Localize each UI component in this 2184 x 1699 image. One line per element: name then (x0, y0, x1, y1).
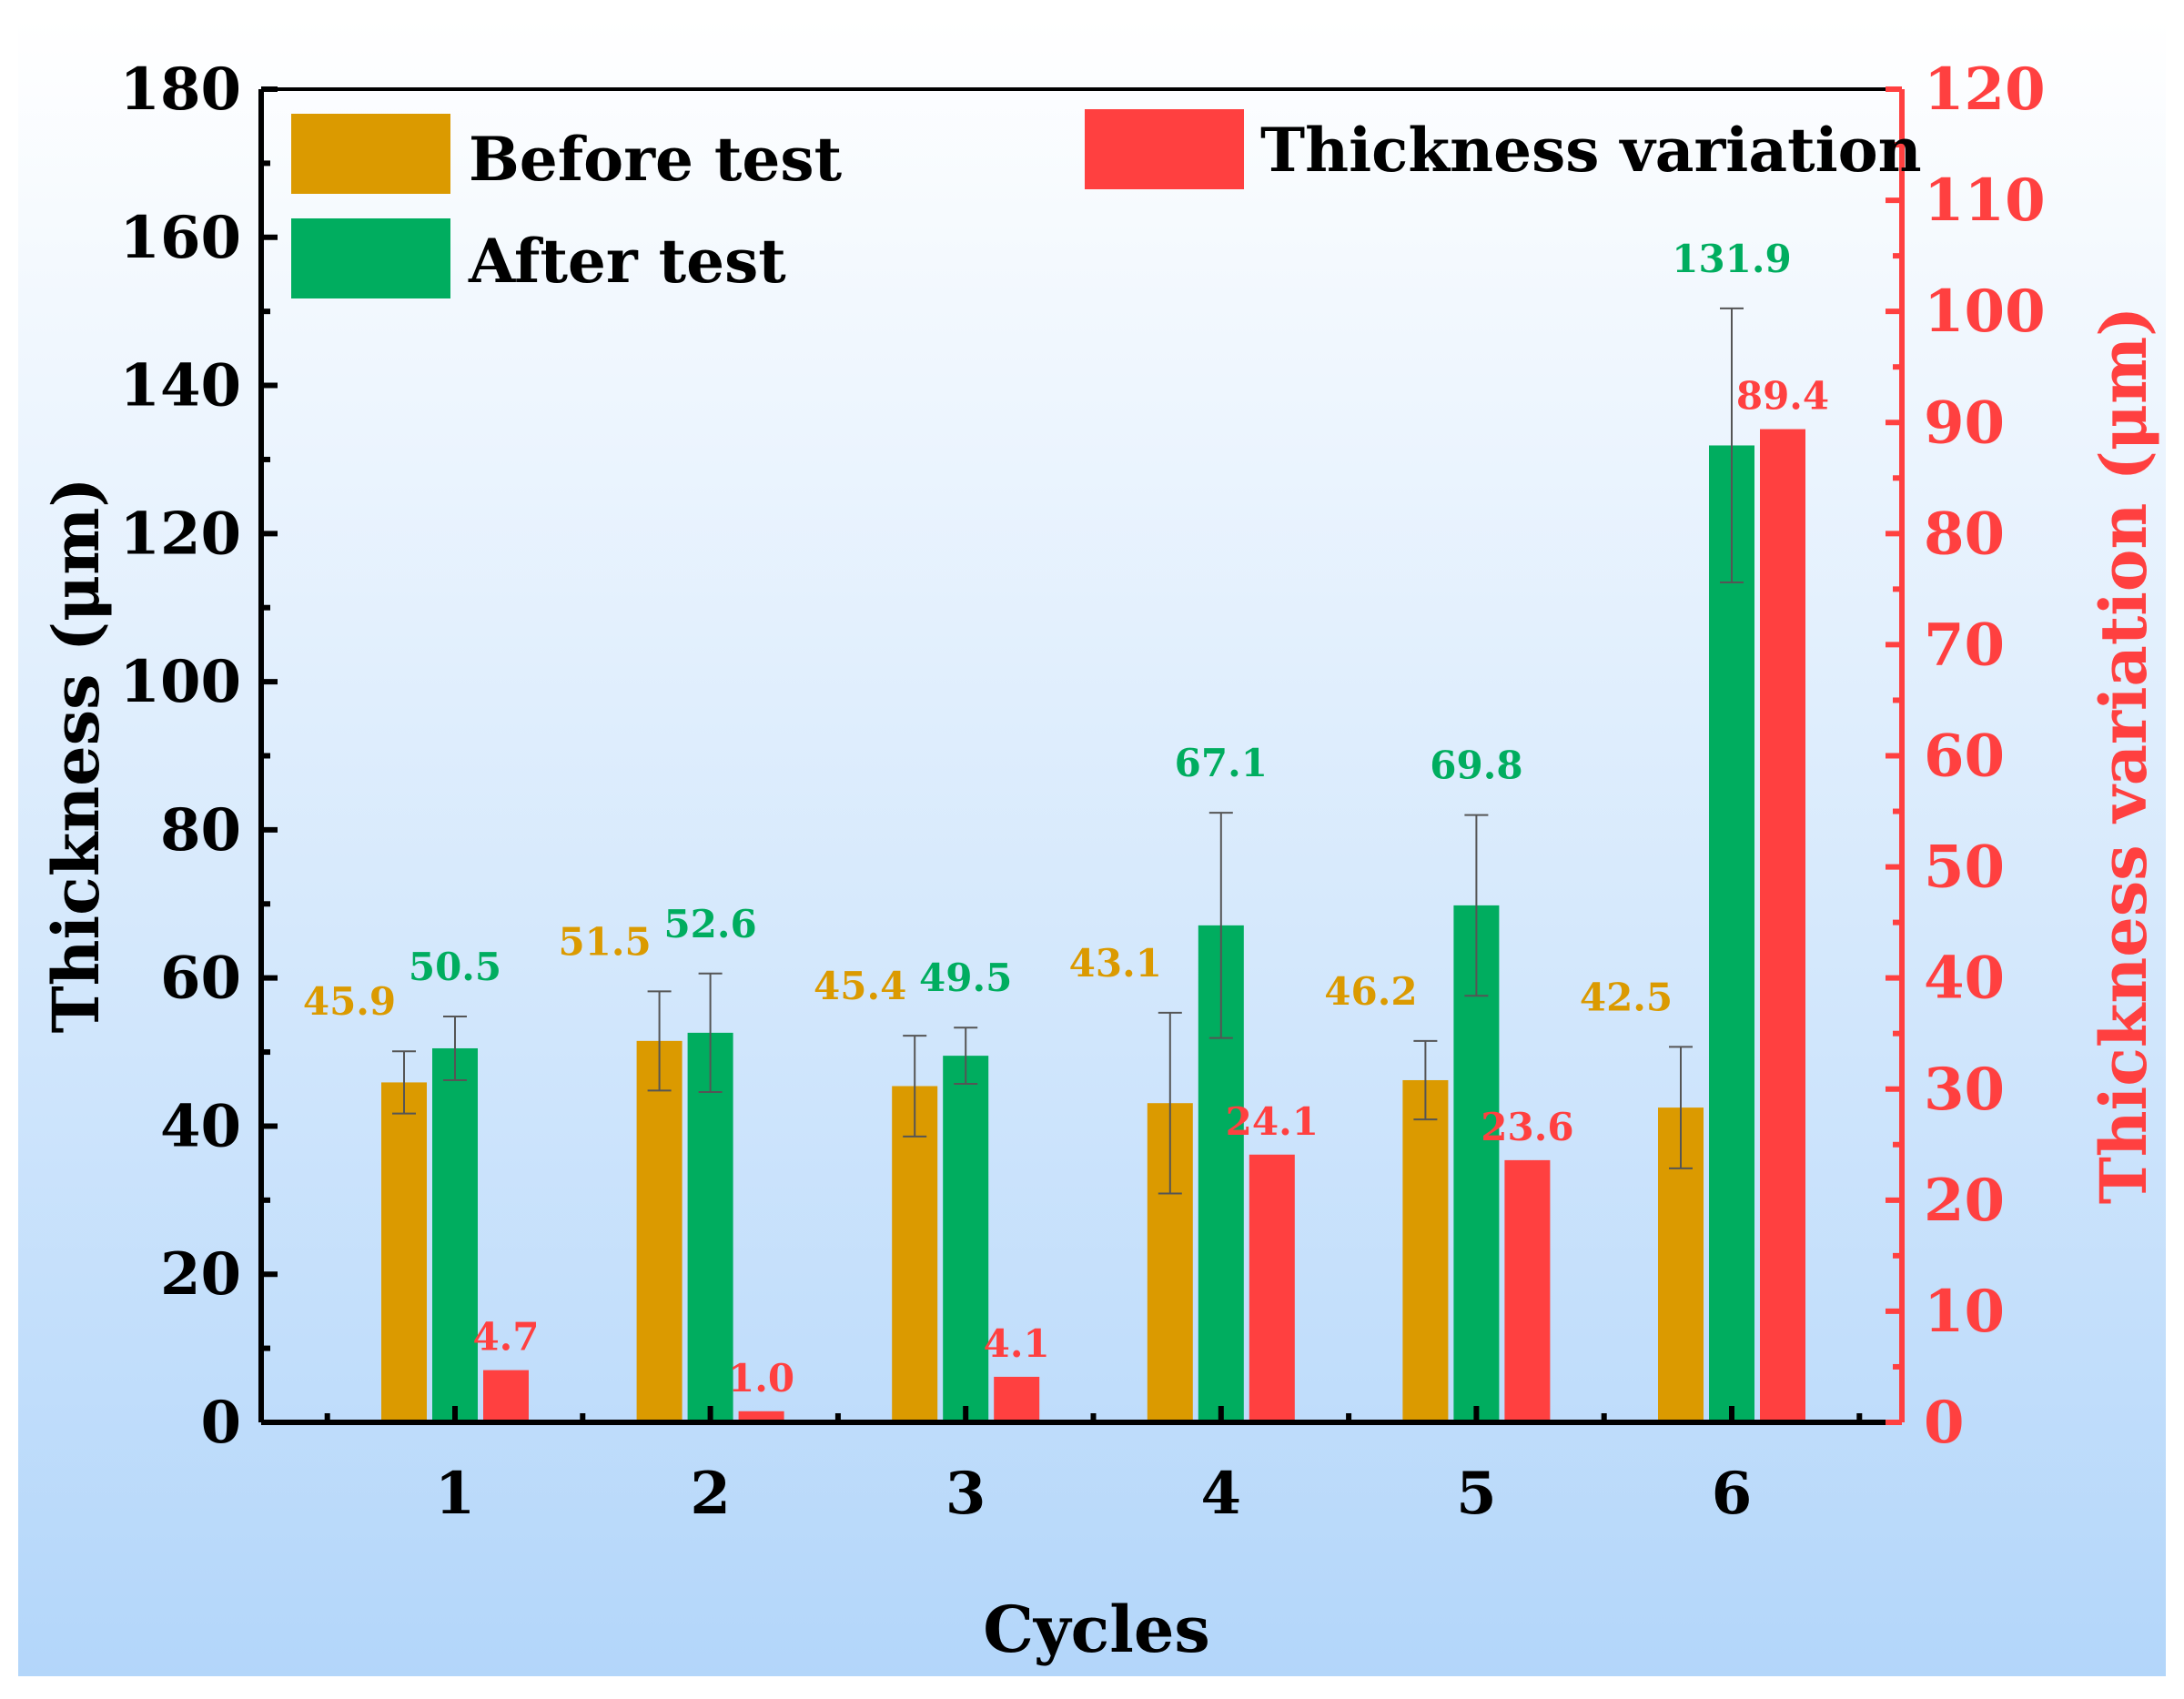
data-label-series3-cat6: 89.4 (1736, 374, 1829, 419)
x-tick-label: 2 (690, 1460, 731, 1528)
right-tick-label: 80 (1924, 500, 2005, 568)
right-tick-label: 60 (1924, 723, 2005, 791)
x-tick-label: 3 (945, 1460, 986, 1528)
right-tick-label: 100 (1924, 278, 2046, 346)
x-axis-title: Cycles (983, 1592, 1210, 1667)
error-bar-series2-cat2 (698, 972, 723, 1094)
data-label-series2-cat1: 50.5 (409, 945, 501, 989)
bar-series3-cat5 (1504, 1159, 1551, 1422)
data-label-series1-cat3: 45.4 (814, 964, 906, 1008)
bar-series3-cat1 (483, 1370, 529, 1422)
bar-series3-cat2 (738, 1411, 784, 1422)
right-tick-label: 30 (1924, 1056, 2005, 1124)
left-tick-label: 100 (119, 648, 241, 716)
legend-swatch-2 (291, 218, 450, 298)
x-tick-label: 4 (1201, 1460, 1242, 1528)
right-tick-label: 90 (1924, 389, 2005, 457)
left-tick-label: 160 (119, 204, 241, 272)
legend-swatch-3 (1085, 109, 1244, 189)
right-tick-label: 20 (1924, 1167, 2005, 1235)
right-tick-label: 50 (1924, 834, 2005, 902)
error-bar-series1-cat6 (1669, 1046, 1693, 1169)
error-bar-series1-cat1 (392, 1050, 416, 1115)
bar-series3-cat4 (1249, 1154, 1295, 1422)
bar-series3-cat3 (994, 1376, 1040, 1422)
data-label-series3-cat2: 1.0 (728, 1356, 794, 1401)
legend-label-1: Before test (469, 124, 843, 195)
error-bar-series2-cat5 (1464, 814, 1489, 997)
data-label-series1-cat4: 43.1 (1069, 941, 1162, 986)
data-label-series3-cat5: 23.6 (1481, 1105, 1573, 1149)
data-label-series1-cat6: 42.5 (1580, 975, 1673, 1019)
left-tick-label: 120 (119, 500, 241, 568)
left-tick-label: 20 (160, 1240, 241, 1309)
left-tick-label: 40 (160, 1092, 241, 1160)
data-label-series1-cat2: 51.5 (558, 919, 651, 964)
error-bar-series1-cat2 (647, 990, 672, 1092)
bar-series2-cat1 (432, 1047, 478, 1422)
bar-series2-cat3 (943, 1056, 989, 1422)
bar-series2-cat6 (1709, 445, 1754, 1422)
error-bar-series2-cat1 (443, 1015, 467, 1081)
x-tick-label: 1 (435, 1460, 476, 1528)
error-bar-series1-cat3 (903, 1035, 927, 1138)
left-y-axis-title: Thickness (μm) (38, 478, 114, 1034)
right-y-axis-title: Thickness variation (μm) (2086, 307, 2161, 1205)
data-label-series2-cat5: 69.8 (1430, 743, 1522, 788)
error-bar-series1-cat5 (1413, 1039, 1438, 1121)
x-tick-label: 6 (1712, 1460, 1753, 1528)
data-label-series3-cat3: 4.1 (984, 1321, 1050, 1366)
left-tick-label: 180 (119, 56, 241, 124)
data-label-series2-cat2: 52.6 (663, 902, 756, 946)
x-tick-label: 5 (1456, 1460, 1497, 1528)
data-label-series1-cat1: 45.9 (303, 979, 396, 1024)
right-tick-label: 70 (1924, 611, 2005, 679)
data-label-series2-cat3: 49.5 (919, 956, 1012, 1000)
right-tick-label: 0 (1924, 1389, 1965, 1457)
bar-series1-cat1 (381, 1082, 427, 1422)
legend-swatch-1 (291, 114, 450, 194)
data-label-series1-cat5: 46.2 (1324, 969, 1417, 1014)
legend-label-2: After test (468, 226, 786, 297)
right-tick-label: 110 (1924, 167, 2046, 235)
right-tick-label: 120 (1924, 56, 2046, 124)
right-tick-label: 10 (1924, 1278, 2005, 1346)
error-bar-series1-cat4 (1158, 1011, 1182, 1195)
bar-series2-cat2 (687, 1032, 733, 1422)
bar-series1-cat3 (892, 1086, 938, 1422)
error-bar-series2-cat3 (954, 1026, 978, 1086)
right-tick-label: 40 (1924, 945, 2005, 1013)
legend-label-3: Thickness variation (1260, 115, 1922, 186)
error-bar-series2-cat4 (1208, 812, 1233, 1039)
left-tick-label: 0 (200, 1389, 241, 1457)
data-label-series3-cat4: 24.1 (1226, 1099, 1319, 1144)
error-bar-series2-cat6 (1720, 307, 1744, 584)
bar-series1-cat5 (1402, 1079, 1449, 1422)
bar-series1-cat2 (636, 1040, 682, 1422)
data-label-series2-cat4: 67.1 (1175, 741, 1268, 785)
data-label-series3-cat1: 4.7 (472, 1315, 539, 1360)
left-tick-label: 80 (160, 796, 241, 865)
data-label-series2-cat6: 131.9 (1672, 237, 1792, 281)
left-tick-label: 140 (119, 352, 241, 420)
left-tick-label: 60 (160, 945, 241, 1013)
bar-series3-cat6 (1760, 429, 1805, 1423)
